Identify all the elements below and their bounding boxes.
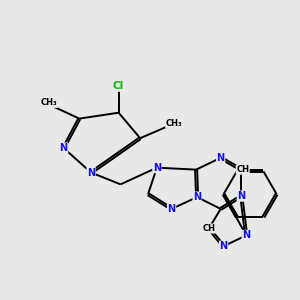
Text: N: N (242, 230, 250, 240)
Text: N: N (193, 192, 201, 202)
Text: N: N (220, 241, 228, 251)
Text: N: N (153, 163, 161, 173)
Text: N: N (217, 153, 225, 163)
Text: N: N (87, 168, 95, 178)
Text: Cl: Cl (113, 81, 124, 91)
Text: N: N (60, 143, 68, 153)
Text: N: N (167, 204, 176, 214)
Text: CH: CH (236, 165, 249, 174)
Text: CH₃: CH₃ (166, 118, 182, 127)
Text: N: N (237, 191, 245, 201)
Text: CH₃: CH₃ (40, 98, 57, 107)
Text: CH: CH (202, 224, 215, 233)
